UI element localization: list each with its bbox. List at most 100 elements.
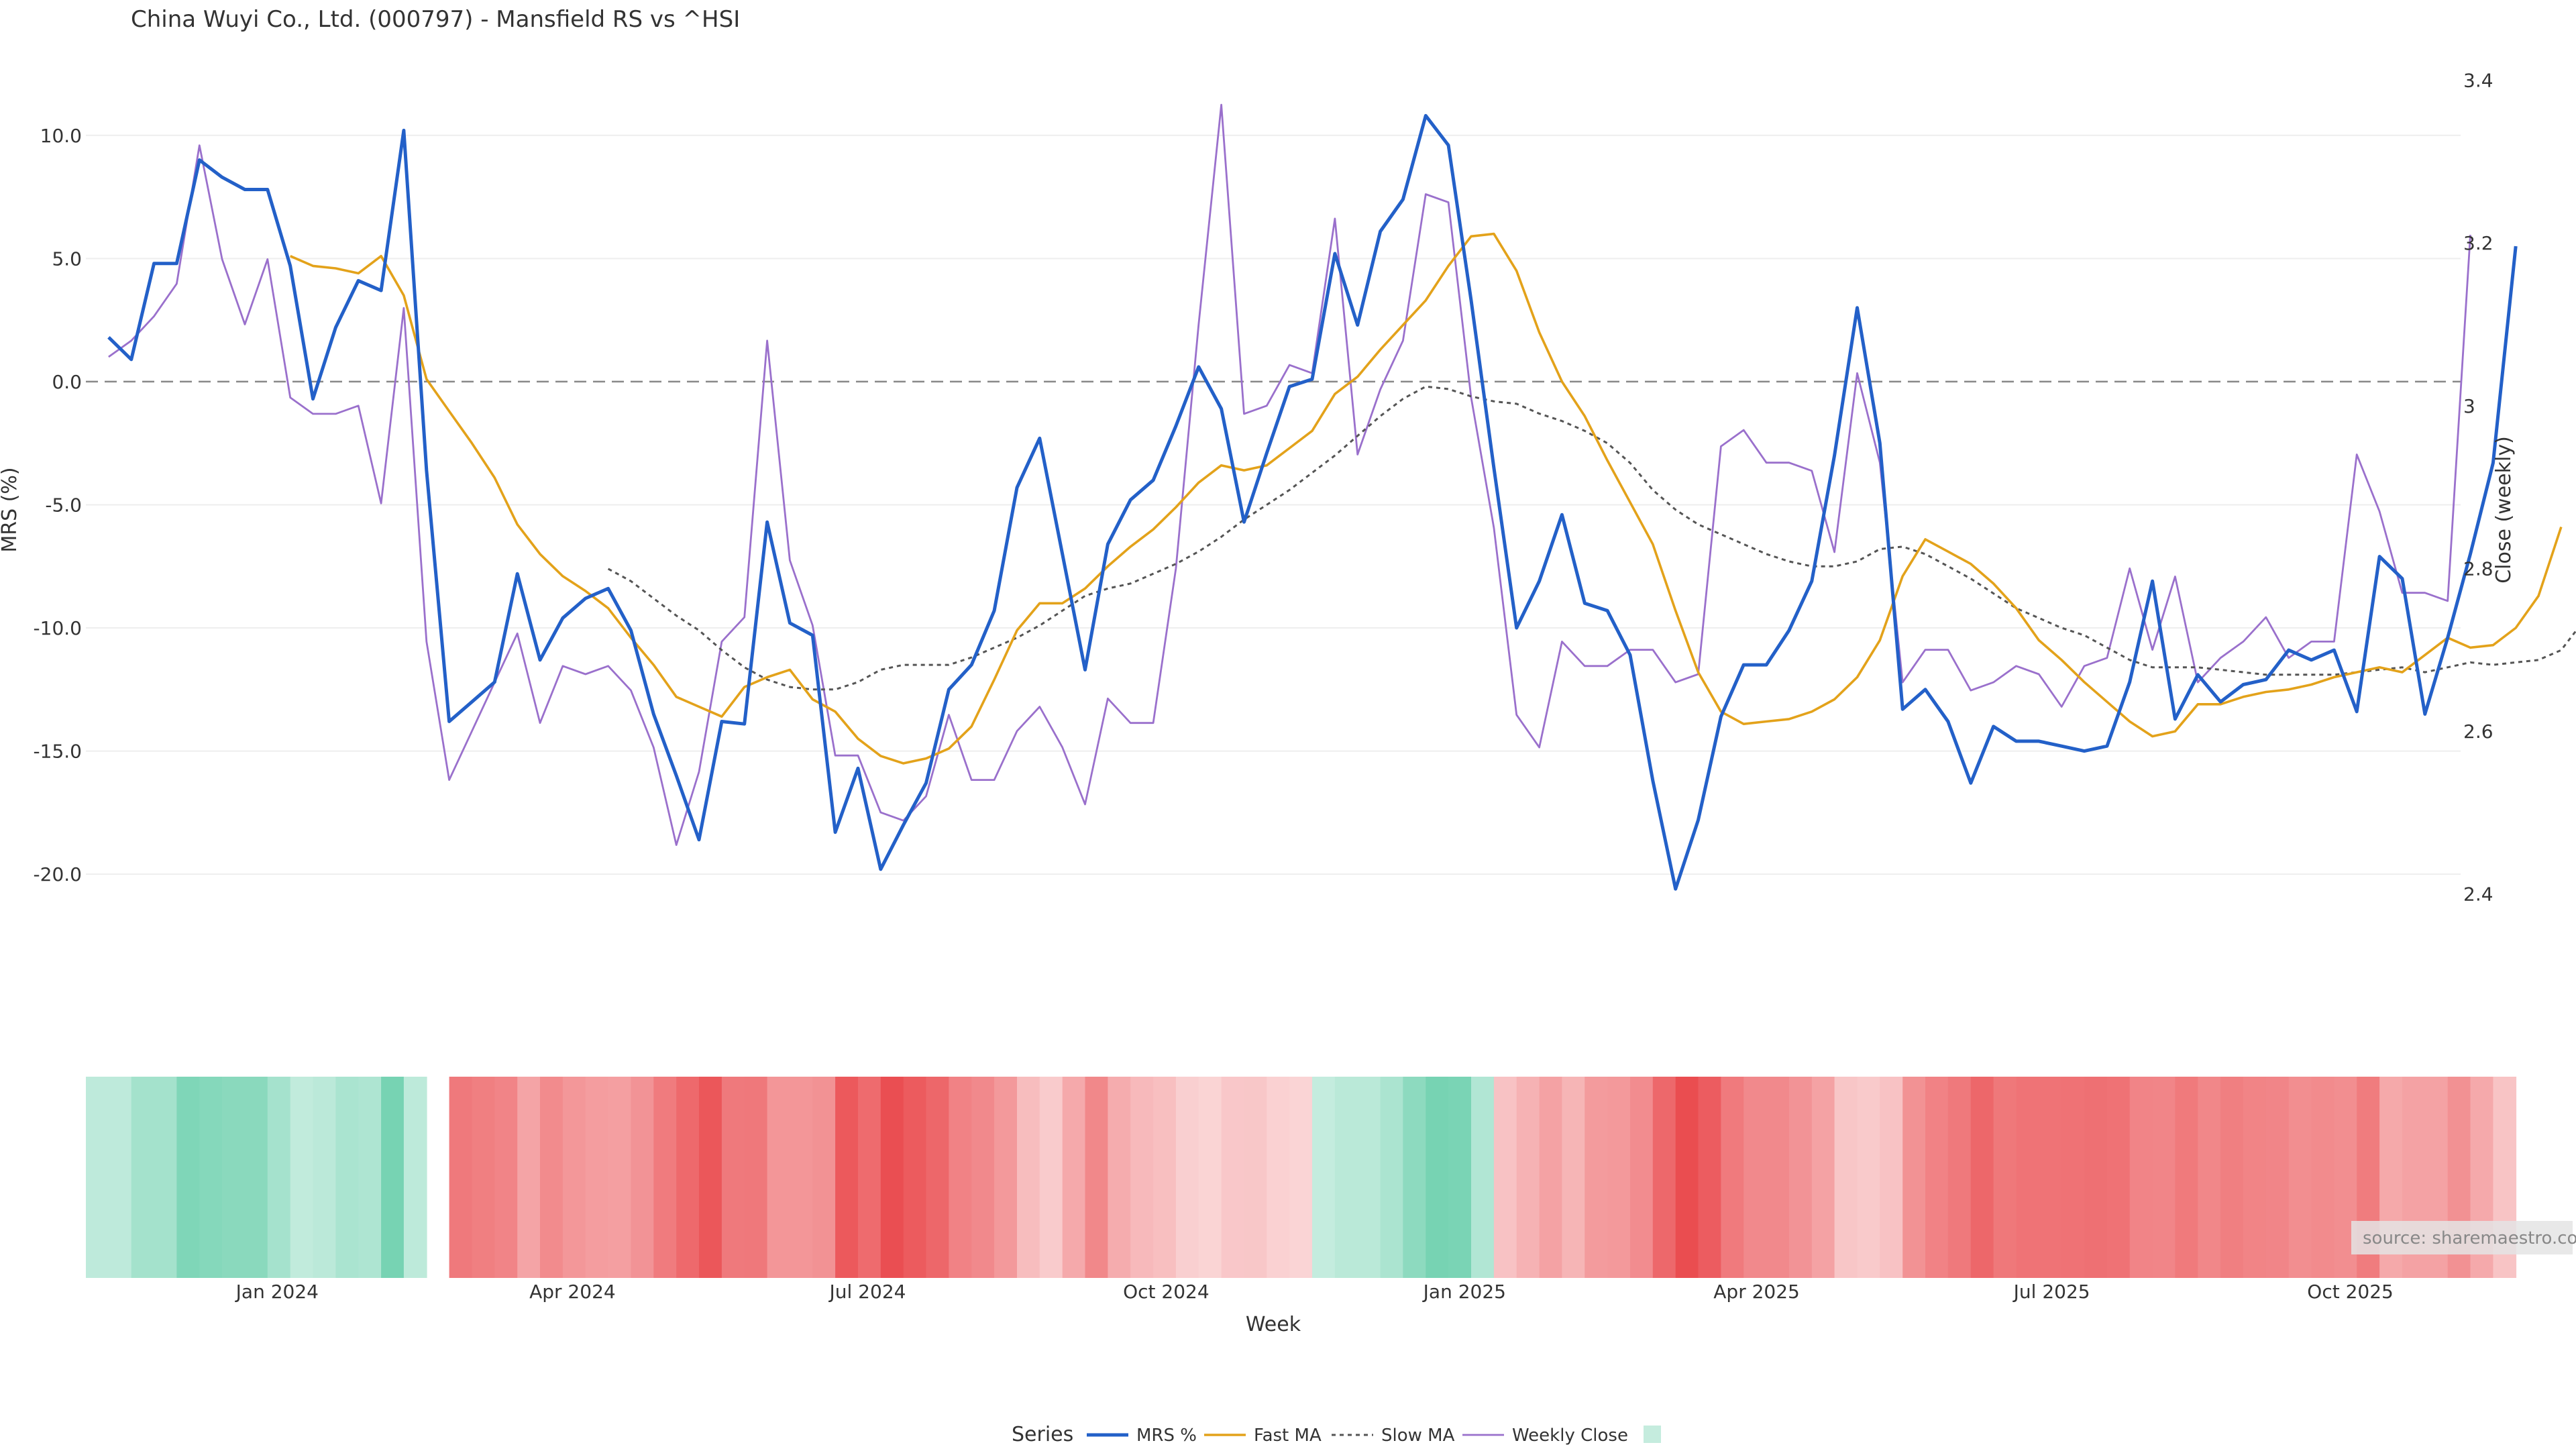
series-line-fast [289, 232, 2563, 765]
band-cell [2265, 1077, 2290, 1278]
x-tick-label: Jan 2025 [1422, 1281, 1506, 1303]
x-tick-label: Oct 2024 [1123, 1281, 1210, 1303]
band-cell [1970, 1077, 1994, 1278]
grid-lines [86, 134, 2461, 875]
series-line-mrs [107, 113, 2518, 891]
x-tick-label: Apr 2025 [1713, 1281, 1800, 1303]
band-cell [699, 1077, 722, 1278]
x-tick-label: Jul 2024 [828, 1281, 906, 1303]
band-cell [358, 1077, 382, 1278]
band-cell [1516, 1077, 1540, 1278]
band-cell [199, 1077, 223, 1278]
y-tick-label: -10.0 [34, 617, 82, 639]
band-cell [1471, 1077, 1495, 1278]
band-cell [176, 1077, 201, 1278]
band-cell [2288, 1077, 2312, 1278]
band-cell [449, 1077, 473, 1278]
band-cell [1448, 1077, 1472, 1278]
y-tick-label: -20.0 [34, 863, 82, 885]
band-cell [653, 1077, 677, 1278]
band-cell [1198, 1077, 1222, 1278]
series-lines [107, 103, 2576, 891]
band-cell [1652, 1077, 1676, 1278]
legend-label-mrs: MRS % [1136, 1426, 1197, 1446]
band-cell [1562, 1077, 1586, 1278]
band-cell [1766, 1077, 1790, 1278]
band-cell [1788, 1077, 1813, 1278]
y-axis-right: 3.4 3.2 3 2.8 2.6 2.4 [2463, 70, 2493, 906]
band-cell [1675, 1077, 1699, 1278]
band-cell [880, 1077, 904, 1278]
band-cell [1630, 1077, 1654, 1278]
band-cell [858, 1077, 881, 1278]
band-cell [1857, 1077, 1881, 1278]
band-cell [1017, 1077, 1040, 1278]
band-cell [562, 1077, 586, 1278]
band-cell [2039, 1077, 2062, 1278]
band-cell [1743, 1077, 1767, 1278]
legend-label-close: Weekly Close [1512, 1426, 1628, 1446]
band-cell [267, 1077, 291, 1278]
band-cell [790, 1077, 814, 1278]
band-cell [631, 1077, 655, 1278]
band-cell [1175, 1077, 1199, 1278]
band-cell [1925, 1077, 1949, 1278]
y-tick-label: 10.0 [40, 125, 82, 147]
chart-title: China Wuyi Co., Ltd. (000797) - Mansfiel… [131, 6, 740, 33]
band-cell [994, 1077, 1018, 1278]
band-cell [1221, 1077, 1245, 1278]
band-cell [585, 1077, 609, 1278]
band-cell [971, 1077, 995, 1278]
band-cell [335, 1077, 360, 1278]
source-text: source: sharemaestro.com [2363, 1228, 2576, 1248]
band-cell [154, 1077, 178, 1278]
x-axis-label: Week [1246, 1313, 1301, 1336]
y-axis-left: 10.0 5.0 0.0 -5.0 -10.0 -15.0 -20.0 [34, 125, 82, 885]
band-cell [835, 1077, 859, 1278]
band-cell [108, 1077, 132, 1278]
band-cell [494, 1077, 518, 1278]
band-cell [2220, 1077, 2244, 1278]
band-cell [540, 1077, 564, 1278]
y-tick-label: -15.0 [34, 741, 82, 763]
band-cell [2016, 1077, 2040, 1278]
legend: Series MRS % Fast MA Slow MA Weekly Close [1012, 1423, 1661, 1446]
source-note-background [2351, 1221, 2573, 1254]
band-cell [1607, 1077, 1631, 1278]
band-cell [1721, 1077, 1745, 1278]
band-cell [1493, 1077, 1517, 1278]
band-cell [767, 1077, 791, 1278]
y2-tick-label: 3 [2463, 395, 2475, 417]
band-cell [1244, 1077, 1268, 1278]
band-cell [949, 1077, 973, 1278]
band-cell [222, 1077, 246, 1278]
x-tick-label: Jan 2024 [235, 1281, 319, 1303]
y2-tick-label: 2.6 [2463, 720, 2493, 743]
band-cell [1039, 1077, 1063, 1278]
band-cell [2243, 1077, 2267, 1278]
legend-swatch-band [1644, 1426, 1661, 1443]
band-cell [86, 1077, 109, 1278]
band-cell [1334, 1077, 1358, 1278]
band-cell [2084, 1077, 2108, 1278]
band-cell [2175, 1077, 2199, 1278]
y2-tick-label: 2.4 [2463, 883, 2493, 905]
band-cell [812, 1077, 836, 1278]
band-cell [608, 1077, 632, 1278]
band-cell [1357, 1077, 1381, 1278]
source-note: source: sharemaestro.com [2351, 1221, 2576, 1254]
band-cell [1993, 1077, 2017, 1278]
band-cell [676, 1077, 700, 1278]
band-cell [1880, 1077, 1903, 1278]
y-tick-label: 0.0 [52, 371, 82, 393]
band-cell [721, 1077, 745, 1278]
rs-color-band [86, 1077, 2517, 1278]
band-cell [1108, 1077, 1132, 1278]
band-cell [744, 1077, 768, 1278]
band-cell [1289, 1077, 1313, 1278]
x-tick-label: Oct 2025 [2307, 1281, 2394, 1303]
band-cell [1834, 1077, 1858, 1278]
band-cell [1153, 1077, 1177, 1278]
y-tick-label: 5.0 [52, 248, 82, 270]
